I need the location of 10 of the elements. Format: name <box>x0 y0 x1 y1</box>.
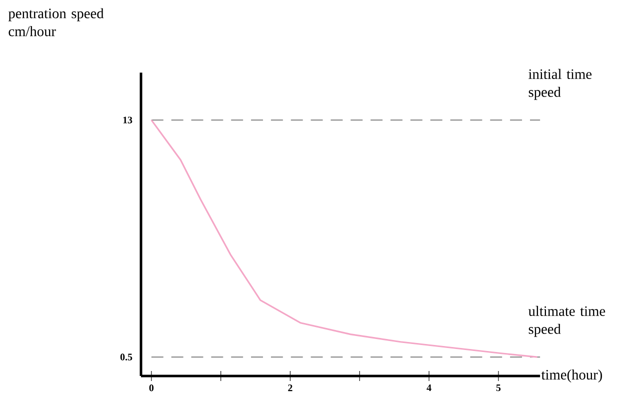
x-tick-label: 4 <box>426 384 432 392</box>
ref-line-label: ultimate time speed <box>528 306 606 337</box>
y-tick-label: 13 <box>123 116 132 124</box>
y-axis-title: pentration speed cm/hour <box>8 8 104 36</box>
y-tick-label: 0.5 <box>120 354 132 360</box>
x-axis-title: time(hour) <box>541 369 602 382</box>
x-tick-label: 0 <box>149 384 154 392</box>
x-tick-label: 5 <box>496 384 501 392</box>
x-tick-label: 2 <box>288 384 292 392</box>
ref-line-label: initial time speed <box>528 68 592 100</box>
